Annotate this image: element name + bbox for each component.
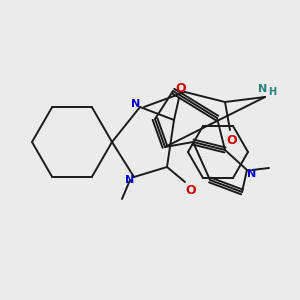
Text: N: N (125, 175, 135, 185)
Text: N: N (258, 84, 268, 94)
Text: N: N (131, 99, 141, 109)
Text: O: O (227, 134, 237, 146)
Text: O: O (186, 184, 196, 196)
Text: N: N (248, 169, 256, 179)
Text: H: H (268, 87, 276, 97)
Text: O: O (176, 82, 186, 95)
